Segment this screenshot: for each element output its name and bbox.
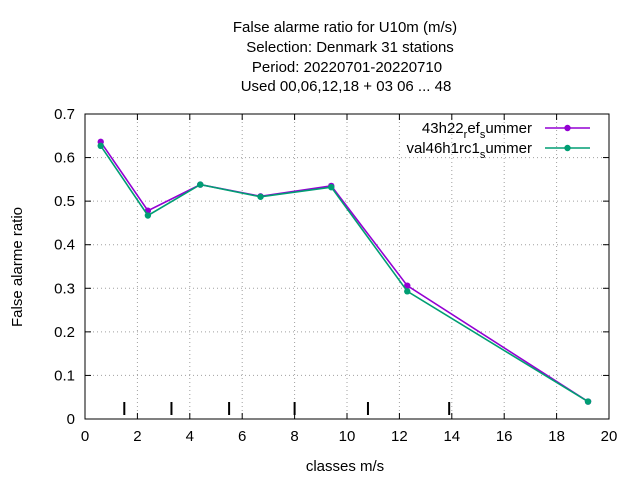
x-tick-label: 8: [290, 428, 298, 445]
x-axis-label: classes m/s: [306, 458, 384, 475]
legend-swatch-point: [564, 144, 571, 152]
title-line-3: Period: 20220701-20220710: [252, 59, 442, 76]
x-tick-label: 16: [496, 428, 513, 445]
grid: [85, 114, 609, 419]
title-line-4: Used 00,06,12,18 + 03 06 ... 48: [241, 78, 452, 95]
x-tick-label: 4: [186, 428, 194, 445]
y-tick-label: 0.7: [54, 106, 75, 123]
y-tick-label: 0.1: [54, 367, 75, 384]
data-point: [404, 288, 411, 295]
class-boundary-marks: [123, 402, 451, 415]
data-point: [584, 398, 592, 405]
y-tick-label: 0.3: [54, 280, 75, 297]
y-tick-label: 0.6: [54, 150, 75, 167]
x-tick-label: 14: [443, 428, 460, 445]
x-tick-label: 2: [133, 428, 141, 445]
legend-swatch-point: [564, 124, 571, 132]
y-tick-label: 0.4: [54, 237, 75, 254]
series-line-1: [100, 141, 589, 403]
y-tick-label: 0: [67, 411, 75, 428]
data-point: [197, 181, 204, 188]
data-point: [328, 184, 335, 191]
x-tick-label: 0: [81, 428, 89, 445]
series-line-2: [100, 145, 589, 403]
x-tick-label: 10: [339, 428, 356, 445]
y-tick-label: 0.5: [54, 193, 75, 210]
x-tick-label: 20: [601, 428, 618, 445]
legend-label-1: 43h22refsummer: [422, 120, 532, 141]
data-point: [404, 282, 411, 289]
title-line-1: False alarme ratio for U10m (m/s): [233, 19, 457, 36]
data-point: [257, 193, 264, 200]
series-lines: [97, 138, 592, 405]
y-axis-label: False alarme ratio: [9, 207, 26, 327]
data-point: [144, 212, 152, 219]
title-line-2: Selection: Denmark 31 stations: [246, 39, 454, 56]
data-point: [97, 142, 104, 150]
chart-title: False alarme ratio for U10m (m/s) Select…: [233, 19, 457, 95]
legend-label-2: val46h1rc1summer: [406, 140, 532, 161]
y-tick-label: 0.2: [54, 324, 75, 341]
axis-ticks: 0 2 4 6 8 10 12 14 16 18 20 0 0.1 0.2 0.3 0.4 0.5 0.6 0.7: [54, 106, 617, 445]
x-tick-label: 6: [238, 428, 246, 445]
x-tick-label: 18: [548, 428, 565, 445]
x-tick-label: 12: [391, 428, 408, 445]
